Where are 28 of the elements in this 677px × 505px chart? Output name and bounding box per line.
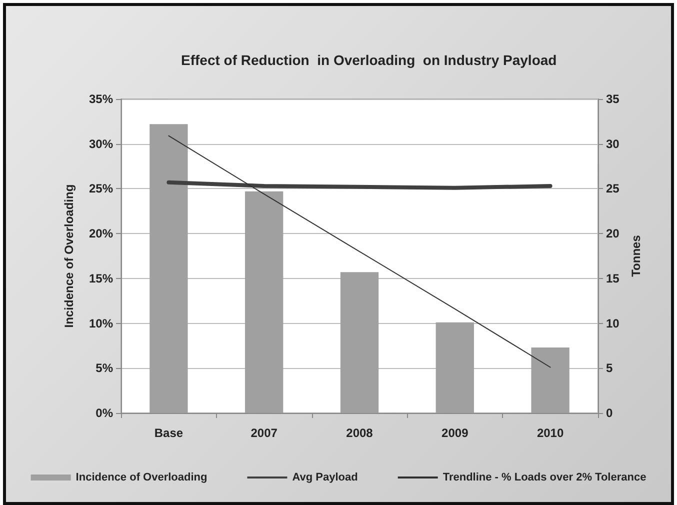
y2-tick-label: 10 (606, 316, 620, 330)
legend-label: Avg Payload (292, 472, 358, 484)
y-tick-label: 25% (88, 182, 114, 196)
x-tick-label: 2007 (250, 426, 278, 440)
y-tick-label: 15% (88, 271, 114, 286)
y2-axis-title: Tonnes (629, 234, 644, 277)
y2-tick-label: 30 (606, 136, 620, 151)
legend-label: Incidence of Overloading (76, 472, 208, 484)
line-series (168, 135, 551, 368)
y2-tick-label: 35 (606, 92, 620, 106)
x-tick-label: Base (154, 426, 184, 440)
y2-tick-label: 0 (606, 406, 613, 420)
x-tick-label: 2010 (536, 426, 564, 440)
y2-tick-label: 15 (606, 271, 620, 286)
y2-tick-label: 25 (606, 182, 620, 196)
x-tick-label: 2009 (442, 426, 469, 440)
y-axis-title: Incidence of Overloading (62, 184, 76, 328)
y-tick-label: 20% (88, 226, 114, 241)
legend-label: Trendline - % Loads over 2% Tolerance (442, 472, 646, 484)
y-tick-label: 30% (88, 136, 114, 151)
y2-tick-label: 20 (606, 226, 620, 241)
y-tick-label: 10% (88, 316, 114, 330)
chart-title: Effect of Reduction in Overloading on Industry Payload (181, 52, 557, 68)
y2-tick-label: 5 (606, 361, 613, 376)
y-tick-label: 35% (88, 92, 114, 106)
y-tick-label: 0% (96, 406, 114, 420)
y-tick-label: 5% (96, 361, 114, 376)
x-tick-label: 2008 (346, 426, 374, 440)
